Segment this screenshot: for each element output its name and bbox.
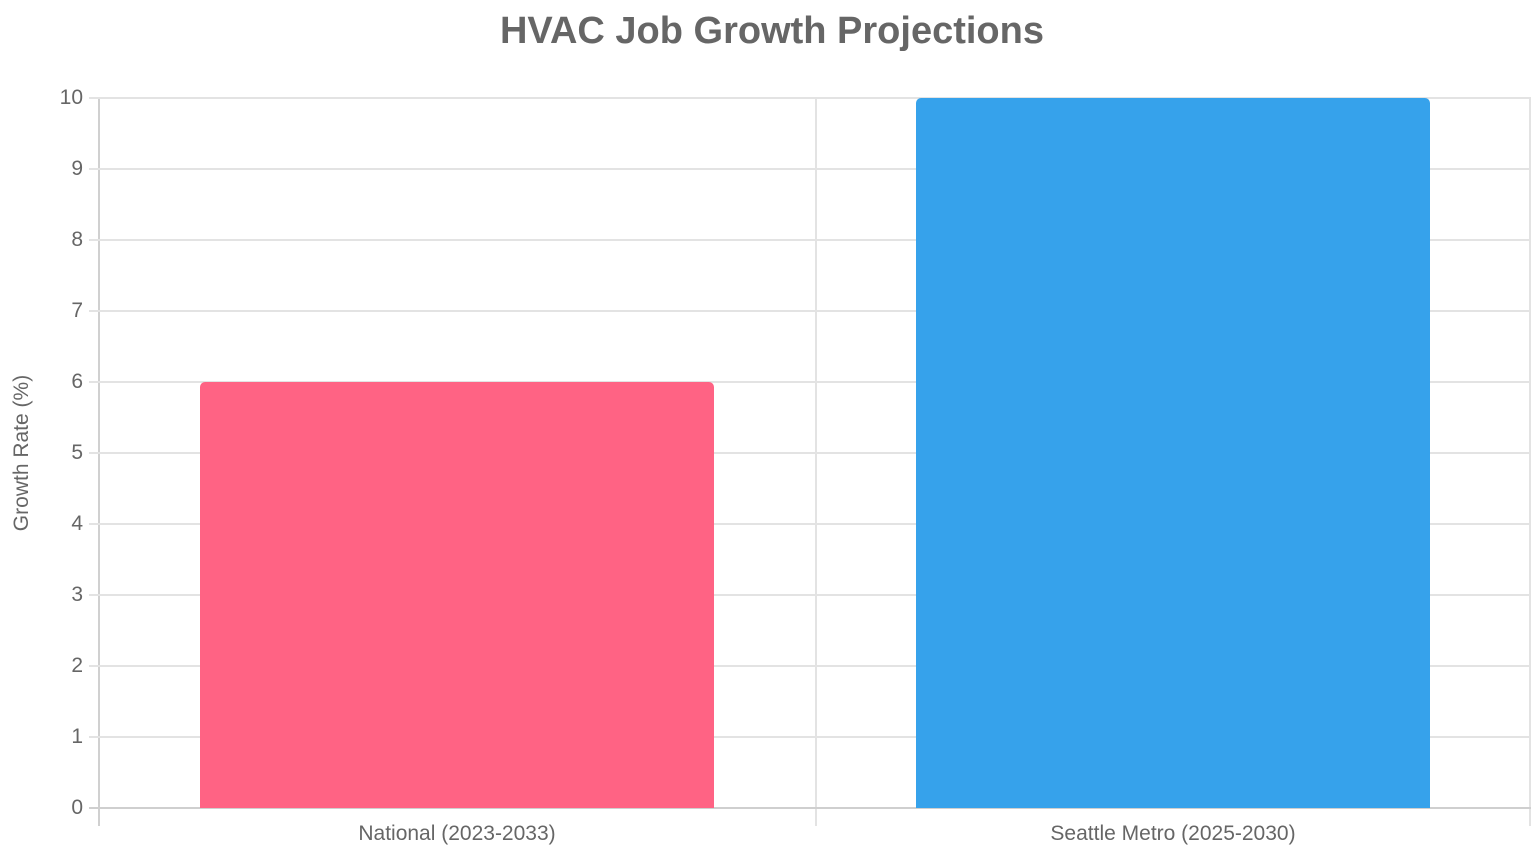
y-tick-label: 6 [71,370,83,393]
y-tick-label: 2 [71,654,83,677]
y-tick-label: 3 [71,583,83,606]
y-tick-label: 10 [59,86,83,109]
x-axis-line [89,807,1531,809]
x-category-divider [1529,98,1531,826]
y-gridline [89,381,1531,383]
y-gridline [89,168,1531,170]
y-tick-label: 1 [71,725,83,748]
x-tick-label: Seattle Metro (2025-2030) [1050,822,1296,845]
y-gridline [89,594,1531,596]
chart-title: HVAC Job Growth Projections [499,10,1044,52]
y-gridline [89,736,1531,738]
y-tick-label: 4 [71,512,83,535]
x-category-divider [815,98,817,826]
bar-seattle-metro[interactable] [916,98,1430,808]
y-gridline [89,239,1531,241]
plot-area: 0 1 2 3 4 5 6 7 8 9 10 [60,86,1531,826]
y-gridline [89,97,1531,99]
y-gridline [89,452,1531,454]
y-tick-label: 7 [71,299,83,322]
y-gridline [89,310,1531,312]
y-tick-label: 9 [71,157,83,180]
y-tick-label: 5 [71,441,83,464]
y-axis-line [98,98,100,826]
y-gridline [89,665,1531,667]
y-gridline [89,523,1531,525]
bar-national[interactable] [200,382,714,808]
y-tick-label: 8 [71,228,83,251]
y-tick-label: 0 [71,796,83,819]
x-tick-label: National (2023-2033) [358,822,556,845]
